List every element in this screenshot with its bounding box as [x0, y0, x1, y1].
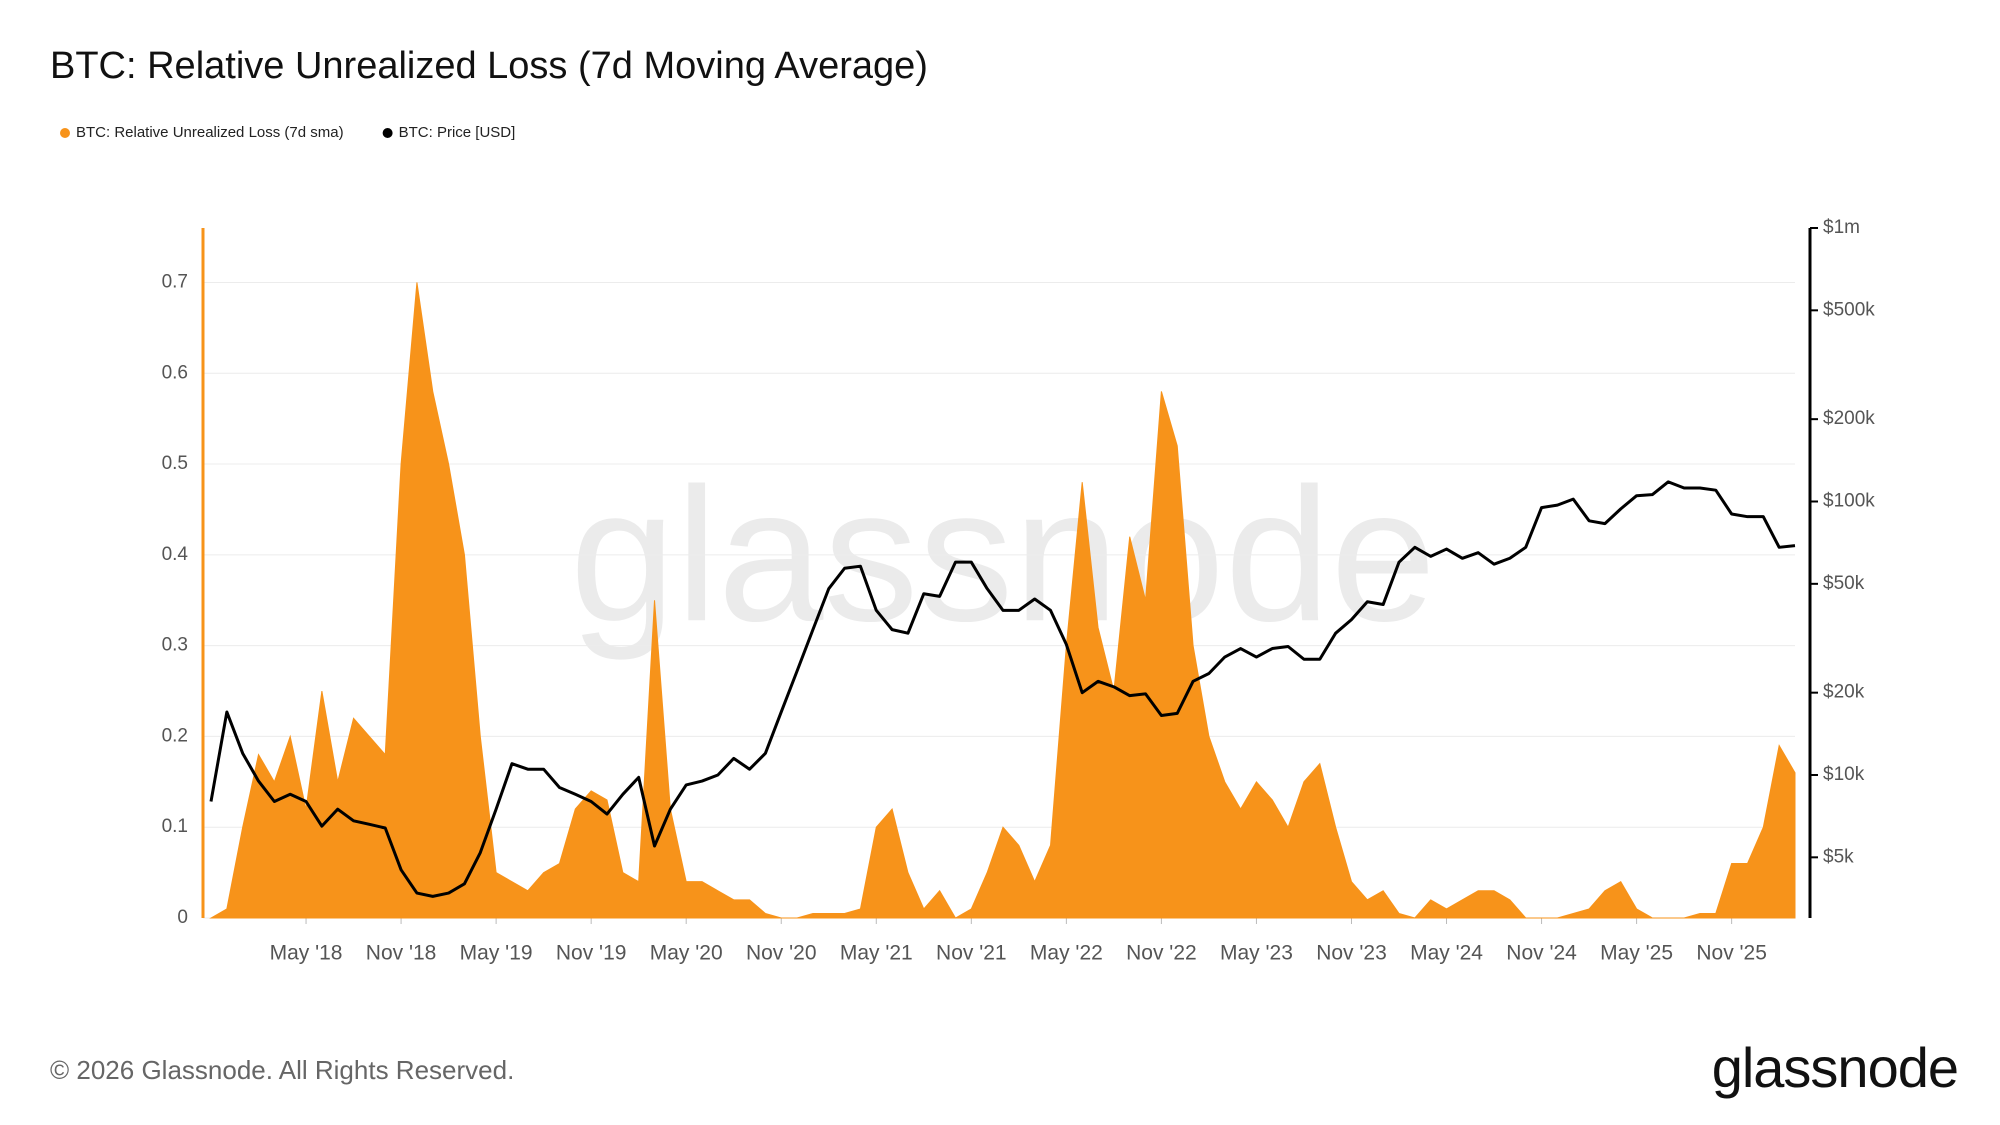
- x-tick-label: Nov '23: [1316, 942, 1387, 965]
- x-tick-label: May '21: [840, 942, 913, 965]
- legend-marker: [60, 128, 70, 138]
- x-tick-label: Nov '18: [366, 942, 437, 965]
- x-tick-label: May '22: [1030, 942, 1103, 965]
- x-tick-label: Nov '20: [746, 942, 817, 965]
- y2-tick-label: $1m: [1823, 217, 1860, 238]
- area: [209, 282, 1796, 919]
- y2-tick-label: $20k: [1823, 682, 1865, 703]
- y2-tick-label: $5k: [1823, 846, 1854, 867]
- y2-tick-label: $10k: [1823, 764, 1865, 785]
- legend-marker: [382, 128, 393, 138]
- legend-label: BTC: Price [USD]: [399, 124, 516, 141]
- x-tick-label: Nov '19: [556, 942, 627, 965]
- x-tick-label: Nov '24: [1506, 942, 1577, 965]
- x-tick-label: Nov '25: [1696, 942, 1767, 965]
- y-tick-label: 0.7: [162, 271, 188, 292]
- y-tick-label: 0.4: [162, 544, 189, 565]
- x-tick-label: May '20: [650, 942, 723, 965]
- x-tick-label: Nov '21: [936, 942, 1007, 965]
- y-tick-label: 0.5: [162, 453, 188, 474]
- x-tick-label: May '19: [460, 942, 533, 965]
- x-tick-label: May '23: [1220, 942, 1293, 965]
- y-tick-label: 0.2: [162, 725, 188, 746]
- y2-tick-label: $500k: [1823, 299, 1875, 320]
- y-tick-label: 0: [177, 907, 188, 928]
- footer: © 2026 Glassnode. All Rights Reserved.: [50, 1055, 514, 1085]
- x-tick-label: May '18: [270, 942, 343, 965]
- price-line: [209, 480, 1796, 898]
- y2-tick-label: $50k: [1823, 573, 1865, 594]
- y2-tick-label: $200k: [1823, 408, 1875, 429]
- y-tick-label: 0.3: [162, 635, 188, 656]
- x-tick-label: Nov '22: [1126, 942, 1197, 965]
- y-tick-label: 0.6: [162, 362, 188, 383]
- logo: glassnode: [1712, 1036, 1958, 1099]
- x-tick-label: May '24: [1410, 942, 1483, 965]
- y-tick-label: 0.1: [162, 816, 188, 837]
- y2-tick-label: $100k: [1823, 491, 1875, 512]
- chart-title: BTC: Relative Unrealized Loss (7d Moving…: [50, 45, 928, 87]
- x-tick-label: May '25: [1600, 942, 1673, 965]
- legend-label: BTC: Relative Unrealized Loss (7d sma): [76, 124, 344, 141]
